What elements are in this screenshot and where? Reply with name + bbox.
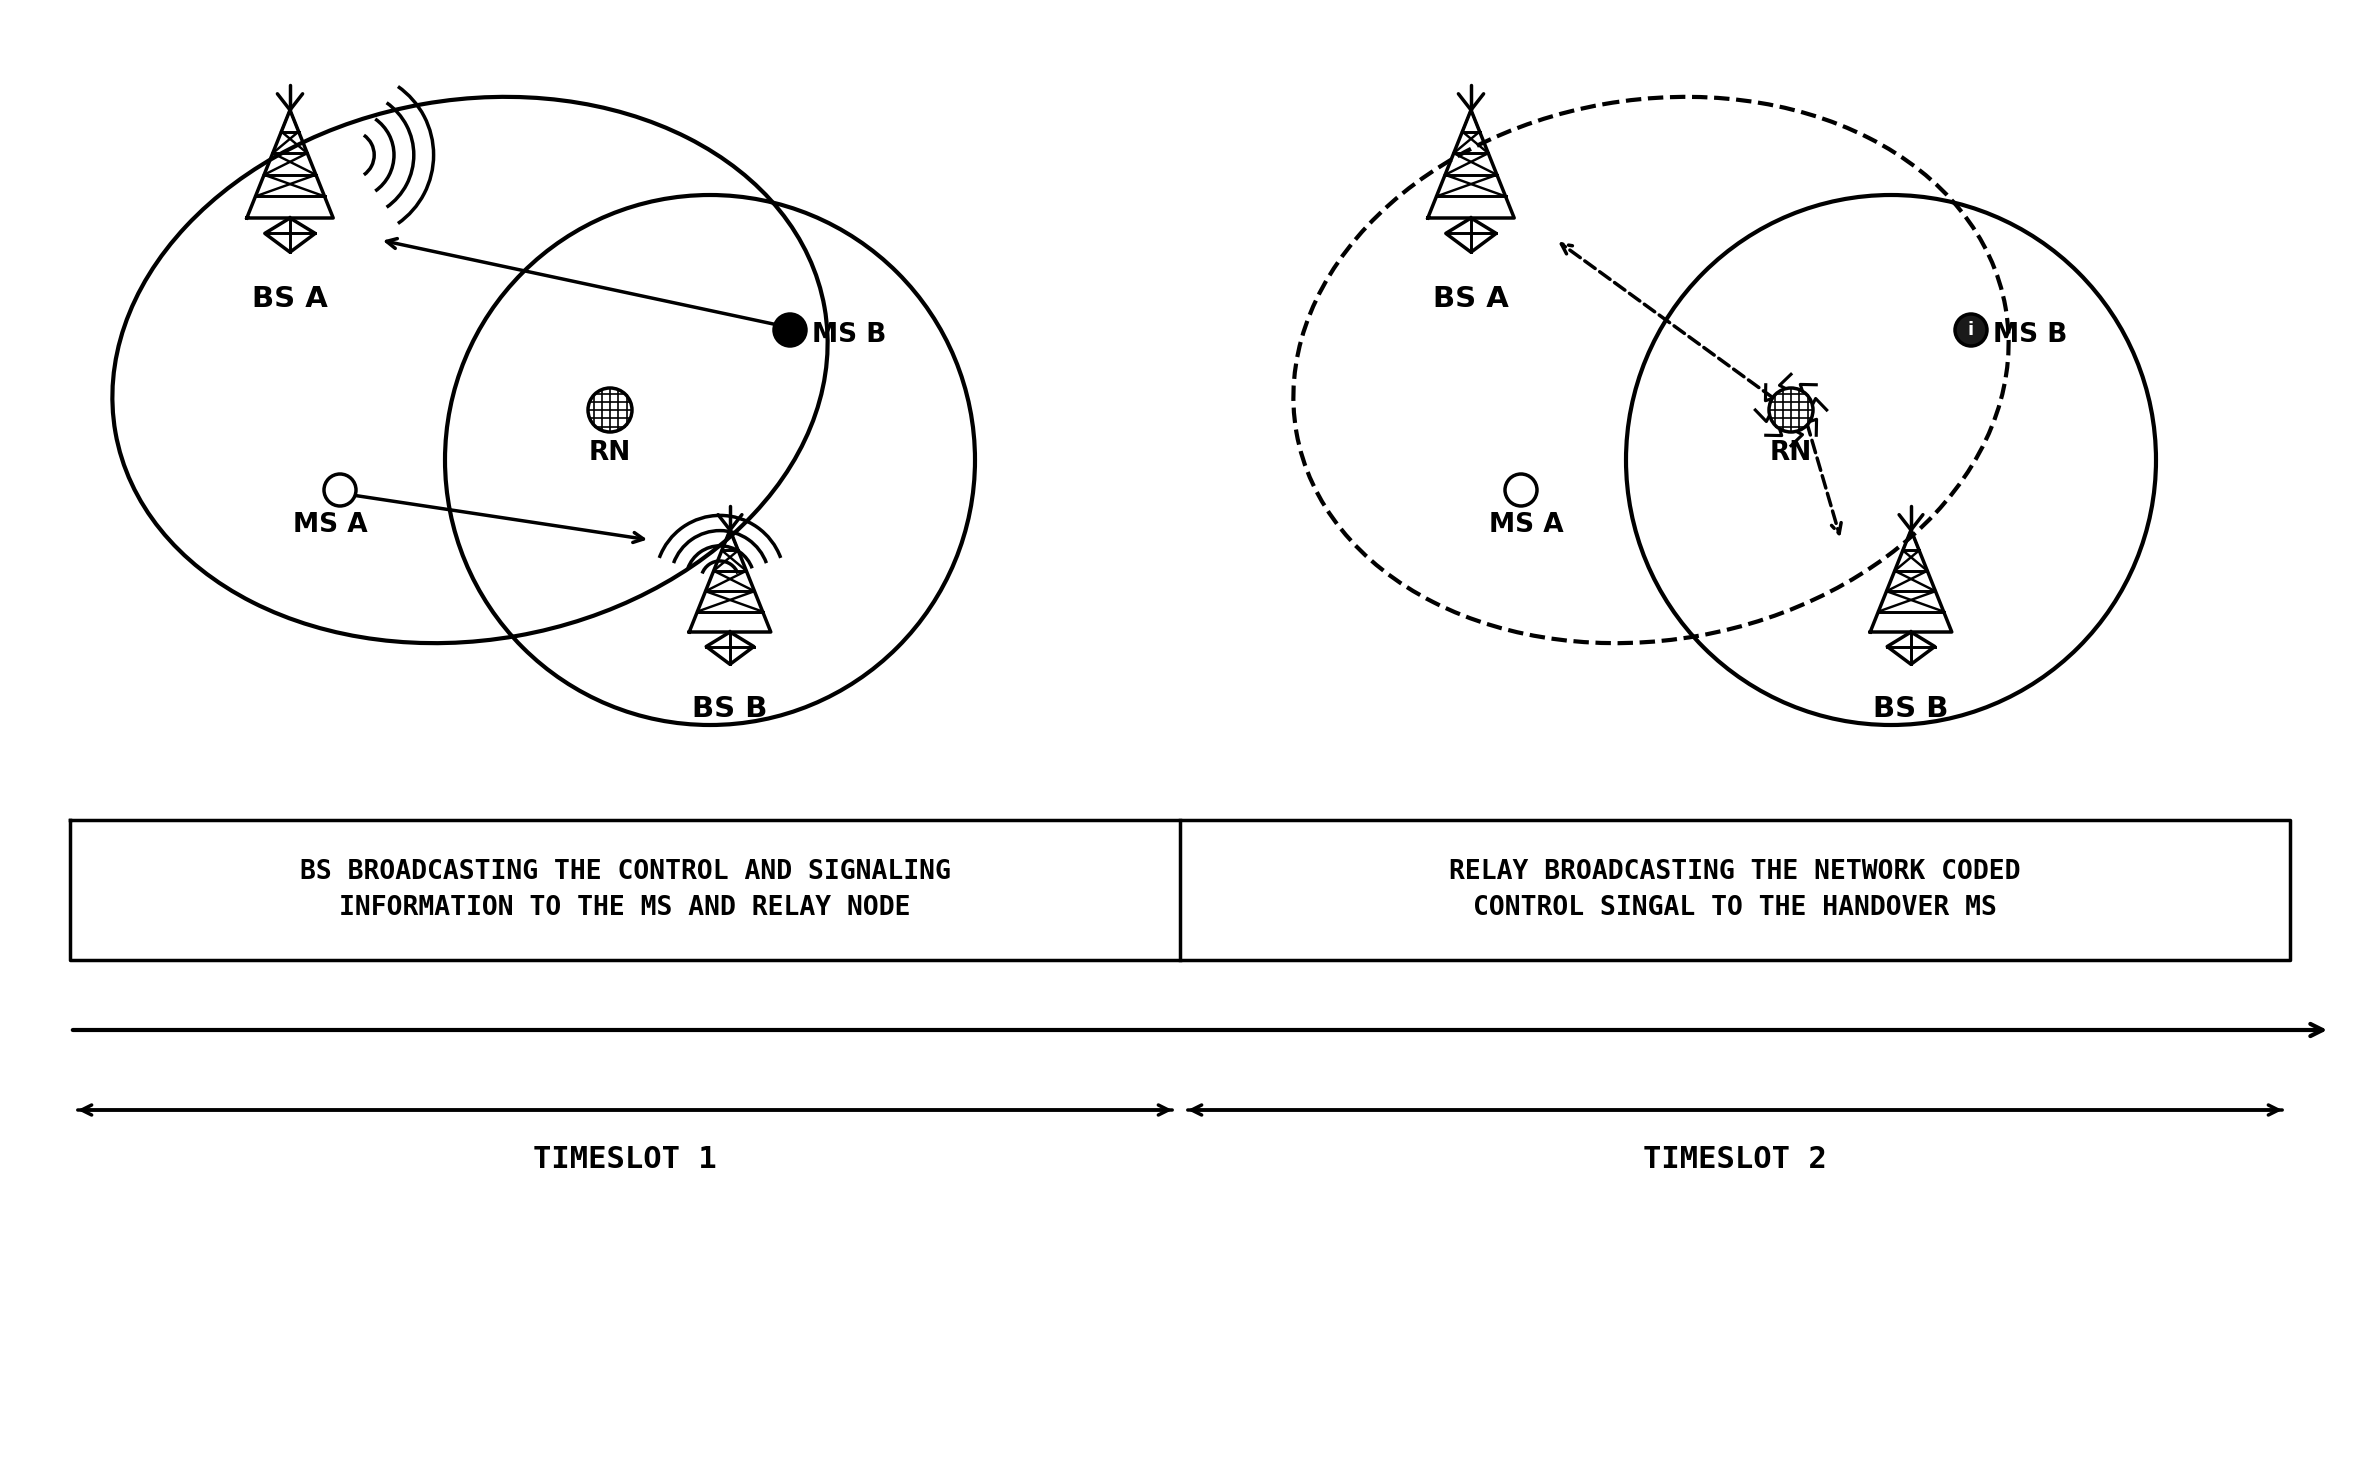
Text: MS B: MS B bbox=[812, 322, 885, 348]
Text: TIMESLOT 2: TIMESLOT 2 bbox=[1643, 1145, 1827, 1175]
Text: BS B: BS B bbox=[1872, 695, 1948, 723]
Circle shape bbox=[774, 315, 805, 345]
Circle shape bbox=[323, 473, 357, 506]
Text: RN: RN bbox=[1771, 440, 1813, 466]
Text: BS B: BS B bbox=[692, 695, 767, 723]
Text: MS A: MS A bbox=[1490, 512, 1563, 538]
Text: BS A: BS A bbox=[1433, 285, 1509, 313]
Circle shape bbox=[1955, 315, 1988, 345]
Text: BS A: BS A bbox=[253, 285, 328, 313]
Text: RELAY BROADCASTING THE NETWORK CODED: RELAY BROADCASTING THE NETWORK CODED bbox=[1450, 858, 2021, 885]
Text: BS BROADCASTING THE CONTROL AND SIGNALING: BS BROADCASTING THE CONTROL AND SIGNALIN… bbox=[300, 858, 951, 885]
Circle shape bbox=[588, 388, 633, 432]
Text: RN: RN bbox=[588, 440, 630, 466]
Text: MS B: MS B bbox=[1993, 322, 2068, 348]
Circle shape bbox=[1504, 473, 1537, 506]
Text: INFORMATION TO THE MS AND RELAY NODE: INFORMATION TO THE MS AND RELAY NODE bbox=[340, 895, 911, 922]
Text: MS A: MS A bbox=[293, 512, 368, 538]
Text: CONTROL SINGAL TO THE HANDOVER MS: CONTROL SINGAL TO THE HANDOVER MS bbox=[1473, 895, 1997, 922]
Circle shape bbox=[1768, 388, 1813, 432]
Text: i: i bbox=[1969, 320, 1974, 340]
Text: TIMESLOT 1: TIMESLOT 1 bbox=[534, 1145, 718, 1175]
